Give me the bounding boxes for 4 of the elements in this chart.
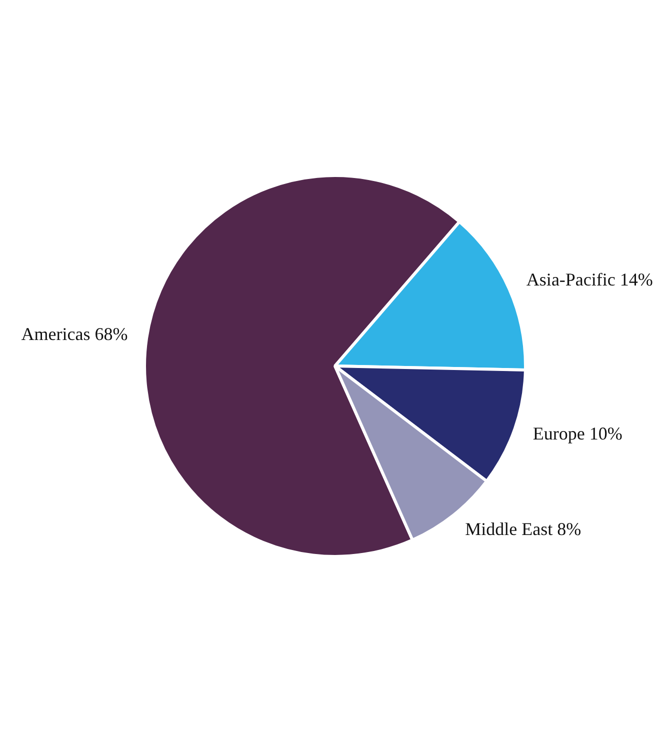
slice-label: Asia-Pacific 14% [526, 270, 653, 290]
slice-label: Middle East 8% [465, 518, 582, 539]
slice-label: Americas 68% [21, 324, 128, 344]
slice-label: Europe 10% [532, 424, 622, 444]
